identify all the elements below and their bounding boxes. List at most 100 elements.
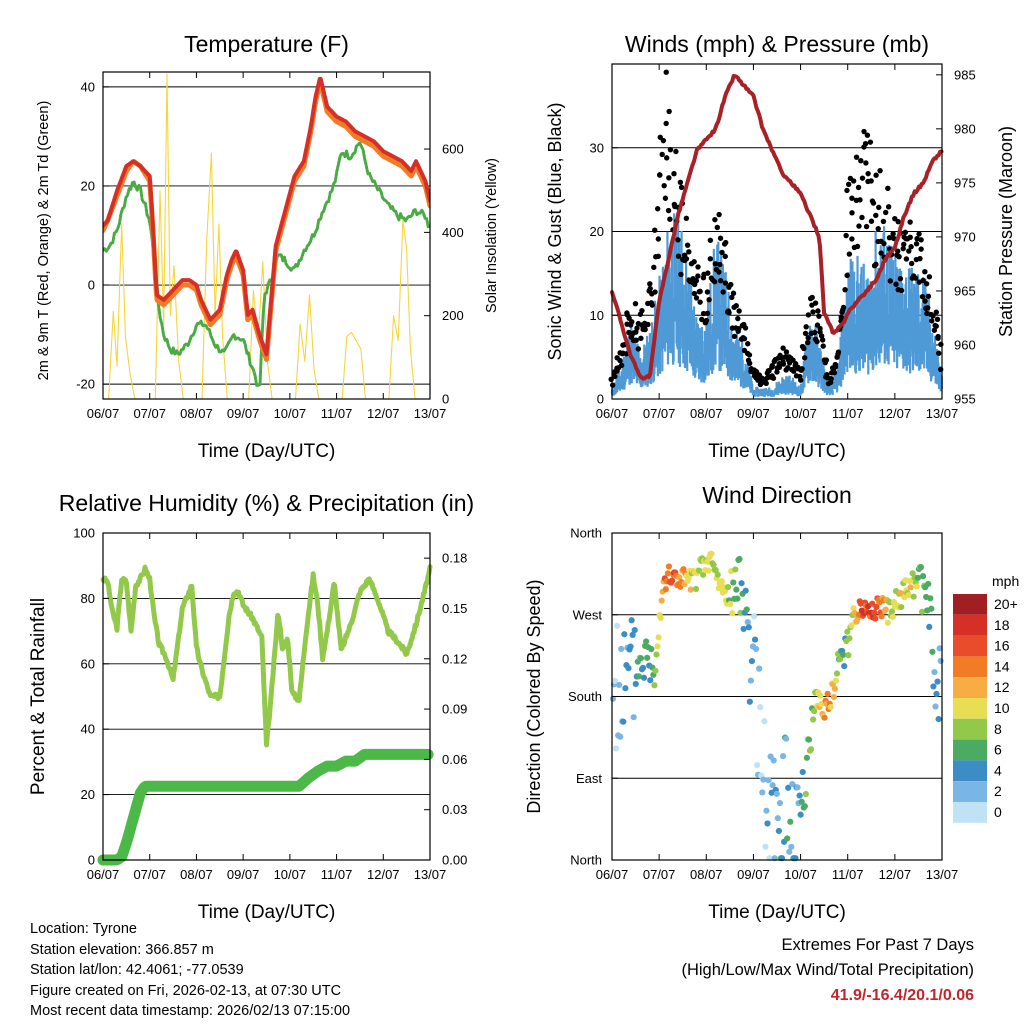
direction-point [776,799,784,807]
gust-point [684,242,691,248]
gust-point [717,278,724,284]
direction-point [738,580,745,587]
direction-point [882,606,889,613]
direction-point [760,776,767,783]
station-info: Location: Tyrone Station elevation: 366.… [30,919,350,1022]
legend-swatch [953,656,987,678]
gust-point [877,167,883,174]
x-tick-label: 06/07 [596,406,629,421]
x-tick-label: 11/07 [832,867,864,882]
gust-point [667,216,673,222]
direction-point [643,638,650,645]
direction-point [622,685,629,692]
direction-point [714,571,721,578]
gust-point [929,318,935,324]
figure-created: Figure created on Fri, 2026-02-13, at 07… [30,982,342,999]
gust-point [876,204,882,211]
gust-point [652,227,658,233]
x-tick-label: 07/07 [133,867,166,882]
direction-point [733,586,740,593]
y-tick-label: North [570,853,602,868]
direction-point [884,619,891,626]
gust-point [881,240,887,247]
y-axis-label: Direction (Colored By Speed) [524,579,544,813]
gust-point [741,336,748,342]
y2-tick-label: 0.18 [442,551,467,566]
x-tick-label: 13/07 [414,406,447,421]
y2-axis-label: Solar Insolation (Yellow) [484,158,500,313]
gust-point [924,310,930,317]
gust-point [609,382,616,388]
gust-point [675,237,681,243]
gust-point [918,246,924,252]
direction-point [797,811,804,818]
y2-tick-label: 980 [954,121,976,136]
gust-point [675,253,682,259]
gust-point [931,327,938,333]
gust-point [780,361,787,367]
x-tick-label: 13/07 [414,867,447,882]
panel-winds: Winds (mph) & Pressure (mb) 06/07 07/07 08/… [545,31,1016,462]
legend-label: 2 [994,783,1002,799]
y-tick-label: 0 [88,278,95,293]
x-tick-label: 09/07 [737,406,770,421]
y2-tick-label: 0.15 [442,601,467,616]
gust-point [873,212,879,219]
direction-point [655,634,662,641]
station-location: Location: Tyrone [30,921,137,937]
direction-point [774,815,781,822]
gust-point [925,305,931,311]
direction-point [914,574,921,581]
y2-tick-label: 200 [442,308,464,323]
direction-point [629,631,636,639]
direction-point [872,615,879,622]
direction-point [609,695,617,702]
y-tick-label: 80 [81,591,95,606]
gust-point [920,277,926,284]
x-tick-label: 13/07 [926,867,959,882]
direction-point [794,784,801,791]
gust-point [886,235,893,241]
x-tick-label: 10/07 [784,406,817,421]
direction-point [841,663,848,670]
legend-swatch [953,698,987,719]
gust-point [617,357,623,364]
gust-point [828,376,834,382]
gust-point [903,256,910,262]
direction-point [929,648,936,655]
panel-title: Temperature (F) [184,31,349,57]
gust-point [666,175,672,181]
direction-point [700,571,707,578]
direction-point [662,586,669,593]
extremes-heading: Extremes For Past 7 Days [781,936,974,954]
gust-point [649,302,655,308]
gust-point [673,148,679,155]
gust-point [923,281,930,287]
gust-point [933,323,939,329]
gust-point [907,234,913,241]
direction-point [917,564,925,571]
direction-point [802,790,809,798]
gust-point [859,214,865,221]
y2-tick-label: 0.03 [442,802,467,817]
y2-tick-label: 970 [954,229,976,244]
direction-point [889,613,897,620]
gust-point [814,338,820,345]
gust-point [843,232,849,239]
gust-point [695,273,701,279]
gust-point [691,259,697,265]
gust-point [846,251,853,257]
x-tick-label: 10/07 [274,406,307,421]
x-tick-label: 07/07 [643,406,676,421]
gust-point [854,243,861,250]
direction-point [807,746,815,753]
direction-point [910,593,917,600]
gust-point [868,178,874,184]
gust-point [835,349,842,355]
panel-title: Relative Humidity (%) & Precipitation (i… [59,490,474,516]
x-axis-label: Time (Day/UTC) [708,902,846,923]
gust-point [817,325,823,332]
gust-point [635,346,642,352]
gust-point [820,343,826,349]
legend-label: 14 [994,658,1010,674]
